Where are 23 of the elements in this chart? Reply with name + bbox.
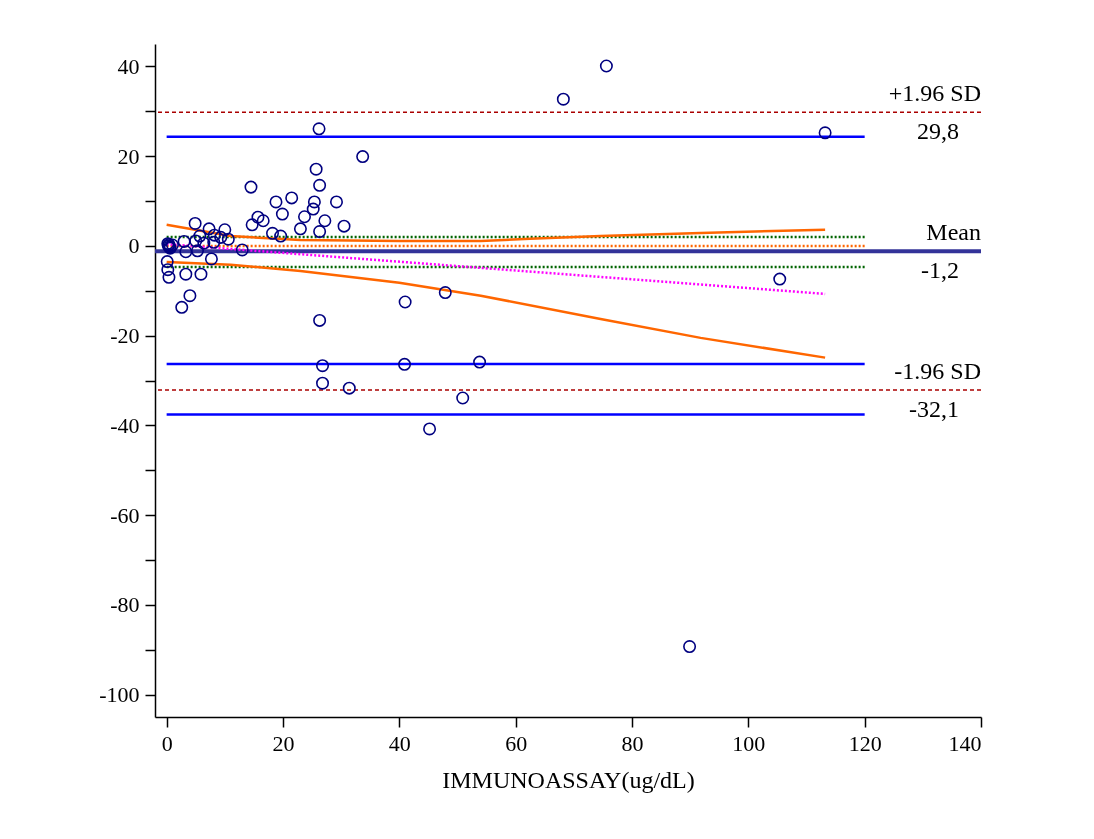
x-tick-label: 40 xyxy=(388,730,411,756)
annotation: 29,8 xyxy=(917,118,959,145)
ref-line-label: +1.96 SD xyxy=(888,80,981,107)
x-tick-label: 120 xyxy=(848,730,882,756)
y-tick-label: 0 xyxy=(128,233,140,259)
x-tick-label: 80 xyxy=(621,730,644,756)
x-tick-label: 20 xyxy=(272,730,295,756)
x-tick-label: 0 xyxy=(161,730,173,756)
x-tick-label: 60 xyxy=(505,730,528,756)
y-tick-label: -100 xyxy=(99,682,140,708)
y-tick-label: -80 xyxy=(110,592,140,618)
x-tick-label: 140 xyxy=(948,730,982,756)
x-tick-label: 100 xyxy=(732,730,766,756)
x-axis-title: IMMUNOASSAY(ug/dL) xyxy=(442,766,695,793)
y-tick-label: 40 xyxy=(117,53,140,79)
y-tick-label: 20 xyxy=(117,143,140,169)
ref-line-label: -1.96 SD xyxy=(894,357,981,384)
y-tick-label: -40 xyxy=(110,412,140,438)
annotation: -1,2 xyxy=(921,257,959,284)
annotation: -32,1 xyxy=(909,395,959,422)
y-tick-label: -20 xyxy=(110,323,140,349)
ref-line-label: Mean xyxy=(926,219,981,246)
y-tick-label: -60 xyxy=(110,502,140,528)
